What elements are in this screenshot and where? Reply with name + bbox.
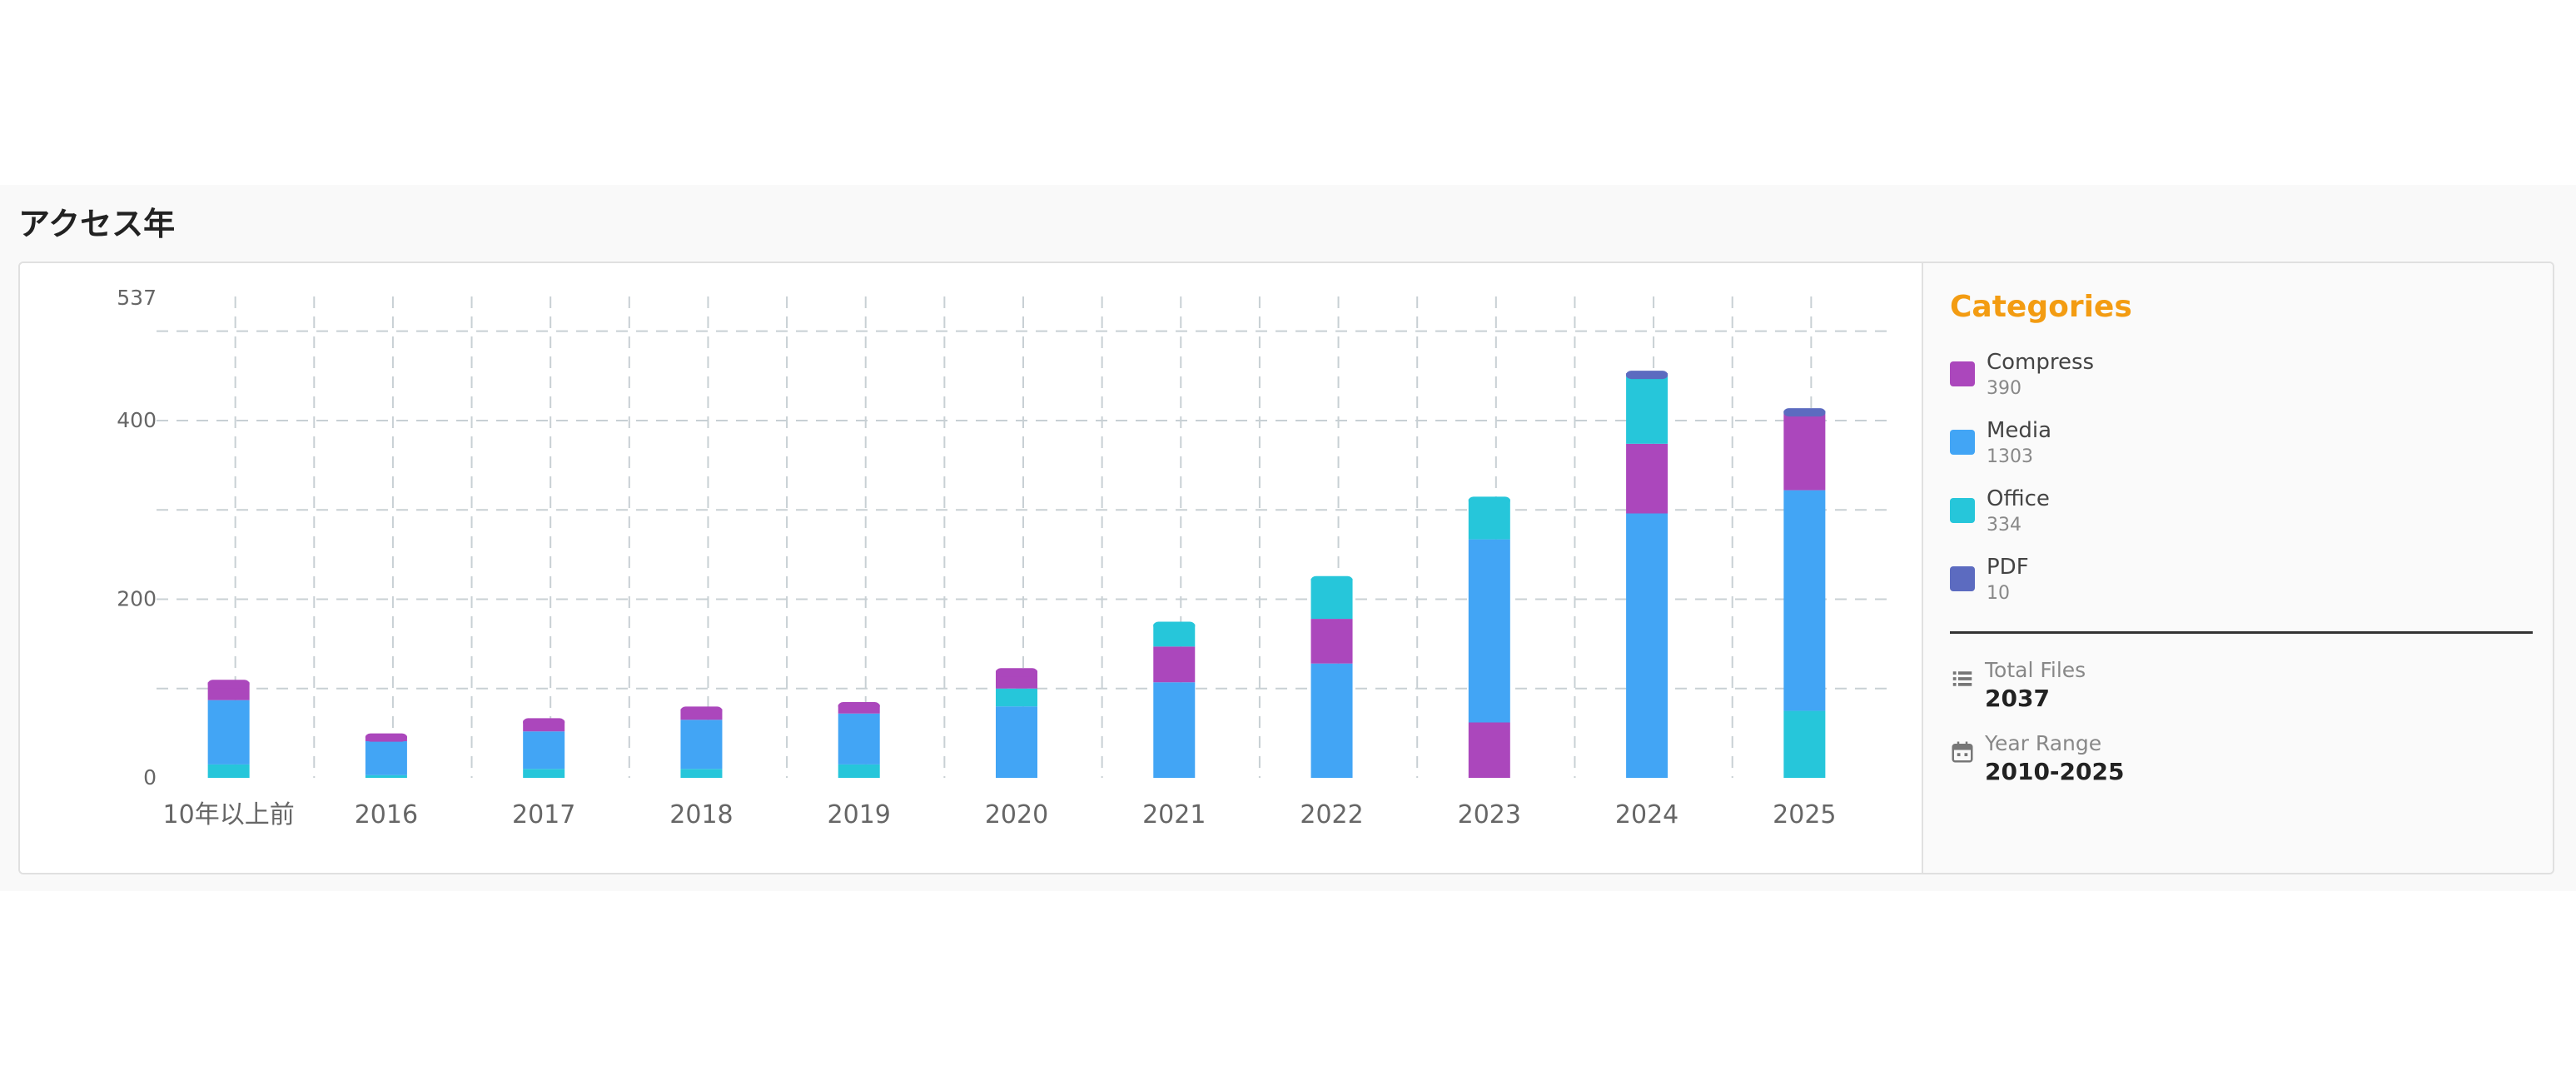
chart-plot-area: 0 200 400 537 10年以上前 2016 2017 2018 2019 2020 202… xyxy=(20,263,1922,873)
x-tick-label: 2022 xyxy=(1300,800,1363,829)
y-tick-label: 200 xyxy=(117,586,157,610)
chart-card: 0 200 400 537 10年以上前 2016 2017 2018 2019 2020 202… xyxy=(18,262,2554,874)
x-tick-label: 2020 xyxy=(985,800,1048,829)
x-tick-label: 10年以上前 xyxy=(163,800,295,829)
bar-segment-compress[interactable] xyxy=(1310,619,1353,664)
bar-segment-media[interactable] xyxy=(1468,539,1510,723)
legend-swatch xyxy=(1950,498,1975,523)
stat-label: Total Files xyxy=(1985,658,2086,682)
bar-segment-media[interactable] xyxy=(996,706,1037,778)
legend-item-office[interactable]: Office 334 xyxy=(1950,486,2533,555)
y-tick-label: 0 xyxy=(143,765,157,790)
legend-item-pdf[interactable]: PDF 10 xyxy=(1950,555,2533,623)
legend-count: 334 xyxy=(1987,515,2022,536)
bar-segment-compress[interactable] xyxy=(1626,443,1668,514)
y-tick-label: 400 xyxy=(117,408,157,432)
bar-cap xyxy=(996,668,1037,677)
x-tick-label: 2017 xyxy=(512,800,575,829)
bar-cap xyxy=(523,718,565,727)
x-tick-label: 2023 xyxy=(1458,800,1521,829)
bar-segment-compress[interactable] xyxy=(1783,414,1826,491)
bar-segment-office[interactable] xyxy=(838,764,880,778)
bar-segment-office[interactable] xyxy=(1468,499,1510,540)
bar-cap xyxy=(1310,575,1353,585)
bar-cap xyxy=(680,706,723,715)
bar-cap xyxy=(1153,621,1196,630)
bar-segment-media[interactable] xyxy=(523,731,565,770)
bar-segment-office[interactable] xyxy=(207,764,250,778)
categories-title: Categories xyxy=(1950,290,2132,324)
bar-segment-office[interactable] xyxy=(523,769,565,778)
x-tick-label: 2021 xyxy=(1142,800,1206,829)
stat-total-files: Total Files 2037 xyxy=(1950,658,2533,725)
x-axis-labels: 10年以上前 2016 2017 2018 2019 2020 2021 2022 2023 20… xyxy=(163,800,1837,829)
category-legend: Compress 390 Media 1303 Office 334 PDF 1… xyxy=(1950,350,2533,623)
bar-cap xyxy=(365,733,407,742)
stat-year-range: Year Range 2010-2025 xyxy=(1950,731,2533,798)
legend-name: PDF xyxy=(1987,555,2029,580)
legend-divider xyxy=(1950,631,2533,634)
bar-cap xyxy=(1468,496,1510,506)
bar-segment-office[interactable] xyxy=(1626,376,1668,444)
bar-segment-media[interactable] xyxy=(1783,490,1826,711)
bar-cap xyxy=(838,702,880,711)
legend-name: Office xyxy=(1987,486,2050,511)
stacked-bar-chart: 0 200 400 537 10年以上前 2016 2017 2018 2019 2020 202… xyxy=(117,286,1890,829)
x-tick-label: 2016 xyxy=(355,800,418,829)
bar-segment-media[interactable] xyxy=(1626,513,1668,778)
legend-count: 390 xyxy=(1987,378,2022,399)
bar-cap xyxy=(1783,408,1826,417)
bar-segment-media[interactable] xyxy=(838,713,880,765)
chart-bars xyxy=(207,371,1826,778)
legend-item-media[interactable]: Media 1303 xyxy=(1950,418,2533,486)
bar-segment-media[interactable] xyxy=(365,741,407,775)
bar-segment-office[interactable] xyxy=(365,775,407,778)
stat-label: Year Range xyxy=(1985,731,2102,755)
section-title: アクセス年 xyxy=(18,206,176,242)
bar-segment-office[interactable] xyxy=(680,769,723,778)
categories-panel: Categories Compress 390 Media 1303 Offic… xyxy=(1922,263,2553,873)
bar-cap xyxy=(1626,371,1668,380)
legend-count: 10 xyxy=(1987,583,2010,604)
bar-segment-media[interactable] xyxy=(1310,663,1353,778)
bar-cap xyxy=(207,680,250,689)
legend-count: 1303 xyxy=(1987,446,2033,467)
bar-segment-media[interactable] xyxy=(207,700,250,765)
legend-swatch xyxy=(1950,430,1975,455)
x-tick-label: 2025 xyxy=(1773,800,1836,829)
legend-item-compress[interactable]: Compress 390 xyxy=(1950,350,2533,418)
bar-segment-office[interactable] xyxy=(996,688,1037,707)
bar-segment-office[interactable] xyxy=(1310,578,1353,620)
legend-name: Media xyxy=(1987,418,2052,443)
bar-segment-compress[interactable] xyxy=(1153,646,1196,683)
bar-segment-office[interactable] xyxy=(1783,710,1826,778)
list-icon xyxy=(1952,671,1972,686)
stat-value: 2010-2025 xyxy=(1985,758,2125,785)
legend-swatch xyxy=(1950,566,1975,591)
legend-swatch xyxy=(1950,361,1975,386)
x-tick-label: 2019 xyxy=(828,800,891,829)
legend-name: Compress xyxy=(1987,350,2095,375)
stat-value: 2037 xyxy=(1985,685,2050,712)
bar-segment-compress[interactable] xyxy=(1468,722,1510,778)
bar-segment-media[interactable] xyxy=(1153,682,1196,778)
x-tick-label: 2018 xyxy=(669,800,733,829)
x-tick-label: 2024 xyxy=(1615,800,1678,829)
y-tick-label: 537 xyxy=(117,286,157,310)
bar-segment-media[interactable] xyxy=(680,720,723,770)
y-axis-ticks: 0 200 400 537 xyxy=(117,286,157,790)
calendar-icon xyxy=(1952,741,1973,763)
